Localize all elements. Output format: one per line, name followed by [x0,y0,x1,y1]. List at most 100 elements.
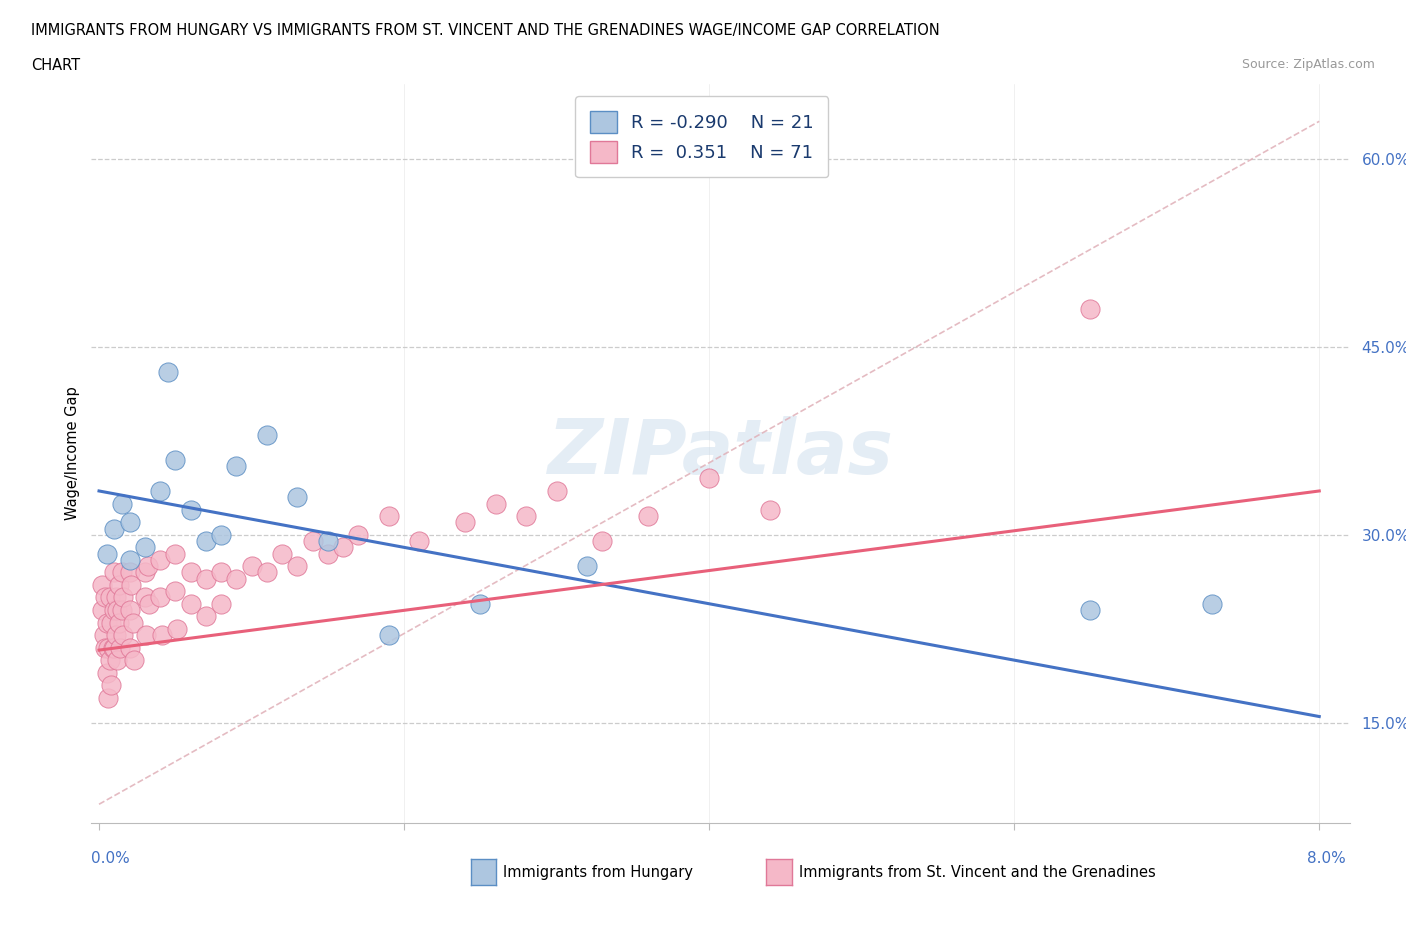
Point [165,584,187,599]
Point [194,571,217,586]
Point [378,509,401,524]
Text: 0.0%: 0.0% [91,851,131,866]
Point [180,565,202,580]
Point [285,490,308,505]
Point [484,496,506,511]
Point [93,628,115,643]
Point [180,596,202,611]
Point [118,565,141,580]
Point [111,496,134,511]
Point [240,559,263,574]
Point [103,565,125,580]
Point [150,628,173,643]
Point [112,590,135,604]
Point [136,559,159,574]
Point [97,640,120,655]
Point [103,640,125,655]
Point [104,590,127,604]
Point [285,559,308,574]
Point [697,471,720,485]
Point [347,527,370,542]
Point [118,603,141,618]
Text: CHART: CHART [31,58,80,73]
Point [316,546,339,561]
Point [103,521,125,536]
Point [209,565,232,580]
Point [122,653,145,668]
Point [134,540,156,555]
Point [96,615,118,630]
Point [149,590,172,604]
Point [105,653,128,668]
Point [91,603,114,618]
Point [316,534,339,549]
Point [1201,596,1223,611]
Point [98,590,121,604]
Point [112,628,135,643]
Text: IMMIGRANTS FROM HUNGARY VS IMMIGRANTS FROM ST. VINCENT AND THE GRENADINES WAGE/I: IMMIGRANTS FROM HUNGARY VS IMMIGRANTS FR… [31,23,939,38]
Point [454,515,477,530]
Point [165,452,187,467]
Text: Immigrants from St. Vincent and the Grenadines: Immigrants from St. Vincent and the Gren… [799,865,1156,880]
Text: 8.0%: 8.0% [1306,851,1346,866]
Point [110,640,132,655]
Point [1080,603,1102,618]
Point [98,653,121,668]
Legend: R = -0.290    N = 21, R =  0.351    N = 71: R = -0.290 N = 21, R = 0.351 N = 71 [575,97,828,178]
Point [194,534,217,549]
Point [105,603,128,618]
Point [94,640,117,655]
Point [209,596,232,611]
Point [271,546,294,561]
Point [515,509,537,524]
Point [225,458,247,473]
Point [111,603,134,618]
Point [104,628,127,643]
Point [408,534,430,549]
Point [94,590,117,604]
Point [100,615,122,630]
Point [97,690,120,705]
Point [134,590,156,604]
Point [546,484,568,498]
Point [256,427,278,442]
Point [118,515,141,530]
Point [166,621,188,636]
Point [96,665,118,680]
Point [301,534,323,549]
Point [135,628,157,643]
Point [1080,302,1102,317]
Point [138,596,160,611]
Point [120,578,142,592]
Point [121,615,143,630]
Y-axis label: Wage/Income Gap: Wage/Income Gap [65,387,80,520]
Point [111,565,134,580]
Point [332,540,354,555]
Point [470,596,492,611]
Point [156,365,179,379]
Point [100,678,122,693]
Point [101,640,124,655]
Point [118,552,141,567]
Point [256,565,278,580]
Point [108,615,131,630]
Point [91,578,114,592]
Point [103,603,125,618]
Point [591,534,613,549]
Point [165,546,187,561]
Point [759,502,782,517]
Point [637,509,659,524]
Point [180,502,202,517]
Point [225,571,247,586]
Point [149,552,172,567]
Point [118,640,141,655]
Point [576,559,599,574]
Point [134,565,156,580]
Point [378,628,401,643]
Text: Source: ZipAtlas.com: Source: ZipAtlas.com [1241,58,1375,71]
Point [194,609,217,624]
Point [209,527,232,542]
Text: Immigrants from Hungary: Immigrants from Hungary [503,865,693,880]
Point [96,546,118,561]
Point [108,578,131,592]
